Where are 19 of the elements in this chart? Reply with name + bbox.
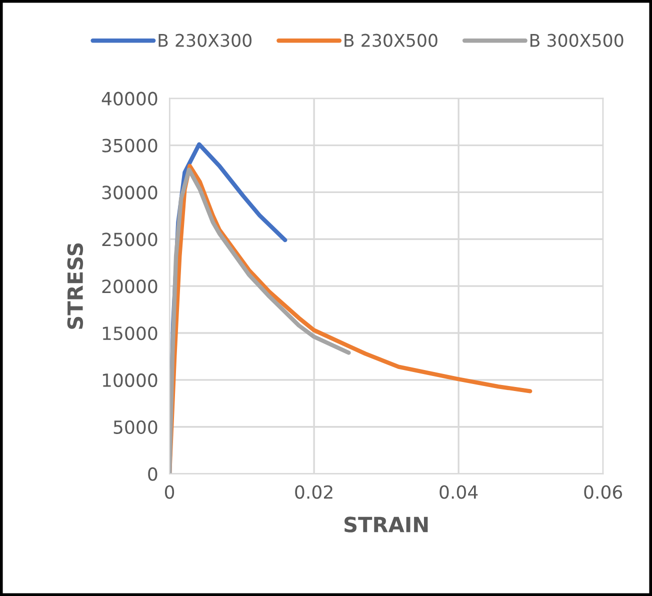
y-tick-label: 40000 (102, 92, 158, 106)
y-tick-label: 5000 (114, 420, 158, 434)
x-tick-label: 0 (164, 485, 174, 499)
y-tick-label: 25000 (102, 232, 158, 246)
x-tick-label: 0.02 (295, 485, 332, 499)
y-tick-label: 30000 (102, 186, 158, 200)
y-tick-label: 20000 (102, 280, 158, 294)
y-tick-label: 35000 (102, 138, 158, 152)
legend-label: B 230X500 (344, 34, 438, 47)
legend-label: B 300X500 (530, 34, 624, 47)
legend-label: B 230X300 (158, 34, 252, 47)
y-tick-label: 0 (148, 467, 158, 481)
y-tick-label: 10000 (102, 373, 158, 388)
x-tick-label: 0.04 (440, 485, 478, 499)
y-tick-label: 15000 (102, 326, 158, 340)
x-axis-title: STRAIN (344, 516, 428, 532)
line-series (170, 168, 351, 474)
x-tick-label: 0.06 (584, 485, 622, 499)
y-axis-title: STRESS (67, 243, 84, 329)
